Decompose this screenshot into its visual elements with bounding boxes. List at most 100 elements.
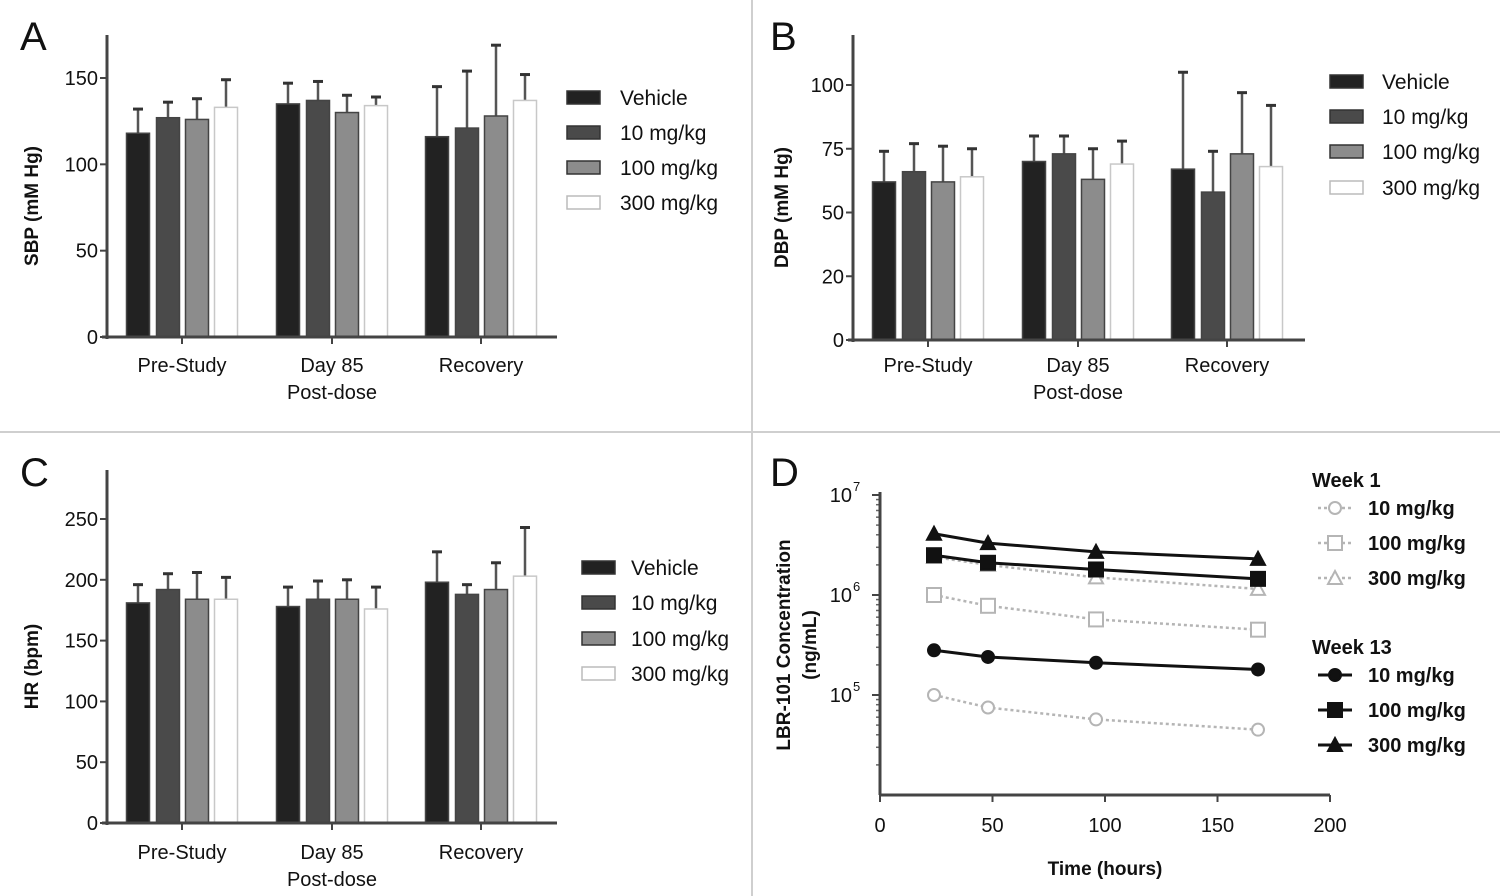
bar-10-mg-kg bbox=[1051, 153, 1077, 341]
data-point-square bbox=[1250, 570, 1266, 587]
legend-group-title: Week 13 bbox=[1312, 637, 1392, 659]
bar-10-mg-kg bbox=[454, 127, 480, 338]
series-line bbox=[933, 593, 1259, 631]
legend-label: 300 mg/kg bbox=[1368, 735, 1466, 757]
y-tick-label-base: 10 bbox=[830, 685, 852, 707]
data-point-triangle bbox=[925, 524, 943, 541]
data-point-square bbox=[926, 587, 942, 603]
y-axis-label: HR (bpm) bbox=[22, 624, 43, 709]
legend-marker-square bbox=[1327, 535, 1343, 551]
bar-300-mg-kg bbox=[512, 99, 538, 338]
legend-label: Vehicle bbox=[1382, 71, 1450, 94]
y-axis-label: LBR-101 Concentration bbox=[774, 539, 795, 750]
x-tick-label: Post-dose bbox=[287, 869, 377, 891]
bar-300-mg-kg bbox=[512, 575, 538, 824]
bar-100-mg-kg bbox=[483, 115, 509, 338]
bar-10-mg-kg bbox=[305, 598, 331, 824]
data-point-circle bbox=[1251, 662, 1265, 677]
x-tick-label: Post-dose bbox=[287, 382, 377, 404]
series-line bbox=[933, 553, 1259, 581]
y-tick-label: 75 bbox=[822, 139, 844, 161]
y-tick-label: 0 bbox=[87, 327, 98, 349]
x-tick-label: 0 bbox=[874, 815, 885, 837]
y-tick-label: 100 bbox=[811, 75, 844, 97]
data-point-square bbox=[1088, 561, 1104, 578]
bar-vehicle bbox=[125, 132, 151, 338]
legend-swatch bbox=[581, 666, 616, 681]
x-tick-label: Recovery bbox=[439, 842, 523, 864]
y-tick-label: 150 bbox=[65, 631, 98, 653]
x-tick-label: Post-dose bbox=[1033, 382, 1123, 404]
legend-label: 10 mg/kg bbox=[1368, 498, 1455, 520]
legend-swatch bbox=[581, 595, 616, 610]
y-tick-label: 100 bbox=[65, 691, 98, 713]
y-tick-label: 20 bbox=[822, 266, 844, 288]
bar-10-mg-kg bbox=[901, 170, 927, 341]
y-tick-label: 150 bbox=[65, 68, 98, 90]
data-point-circle bbox=[927, 643, 941, 658]
legend-label: 300 mg/kg bbox=[631, 663, 729, 686]
data-point-triangle bbox=[979, 534, 997, 551]
data-point-square bbox=[1250, 621, 1266, 638]
legend-label: 10 mg/kg bbox=[1368, 665, 1455, 687]
bar-100-mg-kg bbox=[334, 111, 360, 338]
y-tick-label: 250 bbox=[65, 509, 98, 531]
y-tick-label: 50 bbox=[76, 241, 98, 263]
y-tick-label: 200 bbox=[65, 570, 98, 592]
bar-300-mg-kg bbox=[213, 598, 239, 824]
data-point-triangle bbox=[1249, 579, 1267, 596]
x-tick-label: Recovery bbox=[1185, 355, 1269, 377]
legend-swatch bbox=[566, 195, 601, 210]
bar-300-mg-kg bbox=[1109, 163, 1135, 341]
bar-100-mg-kg bbox=[930, 181, 956, 341]
bar-vehicle bbox=[125, 602, 151, 824]
legend-marker-circle bbox=[1328, 668, 1342, 682]
x-tick-label: Day 85 bbox=[300, 355, 363, 377]
bar-vehicle bbox=[275, 103, 301, 338]
y-tick-label: 0 bbox=[87, 813, 98, 835]
series-line bbox=[933, 693, 1259, 731]
bar-100-mg-kg bbox=[184, 598, 210, 824]
x-tick-label: 200 bbox=[1313, 815, 1346, 837]
legend-swatch bbox=[581, 631, 616, 646]
bar-vehicle bbox=[424, 581, 450, 824]
legend-swatch bbox=[1329, 109, 1364, 124]
legend-marker-triangle bbox=[1326, 568, 1344, 585]
series-line bbox=[933, 555, 1259, 591]
bar-300-mg-kg bbox=[363, 104, 389, 338]
bar-vehicle bbox=[424, 135, 450, 338]
data-point-square bbox=[980, 597, 996, 614]
bar-vehicle bbox=[275, 605, 301, 824]
data-point-square bbox=[926, 547, 942, 564]
y-tick-label-base: 10 bbox=[830, 485, 852, 507]
bar-100-mg-kg bbox=[483, 588, 509, 824]
legend-swatch bbox=[1329, 180, 1364, 195]
bar-300-mg-kg bbox=[1258, 165, 1284, 341]
bar-vehicle bbox=[871, 181, 897, 341]
legend-swatch bbox=[566, 160, 601, 175]
legend-label: 100 mg/kg bbox=[620, 157, 718, 180]
y-tick-label-base: 10 bbox=[830, 585, 852, 607]
data-point-circle bbox=[981, 700, 995, 715]
panel-label-b: B bbox=[770, 15, 797, 59]
x-tick-label: 50 bbox=[981, 815, 1003, 837]
legend-swatch bbox=[566, 125, 601, 140]
x-tick-label: Day 85 bbox=[300, 842, 363, 864]
data-point-square bbox=[1088, 611, 1104, 628]
legend-group-title: Week 1 bbox=[1312, 470, 1381, 492]
data-point-square bbox=[980, 554, 996, 571]
legend-label: 300 mg/kg bbox=[1382, 177, 1480, 200]
legend-swatch bbox=[566, 90, 601, 105]
bar-10-mg-kg bbox=[1200, 191, 1226, 341]
legend-label: 300 mg/kg bbox=[620, 192, 718, 215]
x-tick-label: Pre-Study bbox=[138, 355, 227, 377]
bar-vehicle bbox=[1021, 160, 1047, 341]
bar-300-mg-kg bbox=[213, 106, 239, 338]
x-tick-label: Day 85 bbox=[1046, 355, 1109, 377]
data-point-circle bbox=[1089, 655, 1103, 670]
y-axis-label: SBP (mM Hg) bbox=[22, 146, 43, 266]
bar-300-mg-kg bbox=[363, 608, 389, 824]
bar-100-mg-kg bbox=[334, 598, 360, 824]
bar-300-mg-kg bbox=[959, 176, 985, 341]
